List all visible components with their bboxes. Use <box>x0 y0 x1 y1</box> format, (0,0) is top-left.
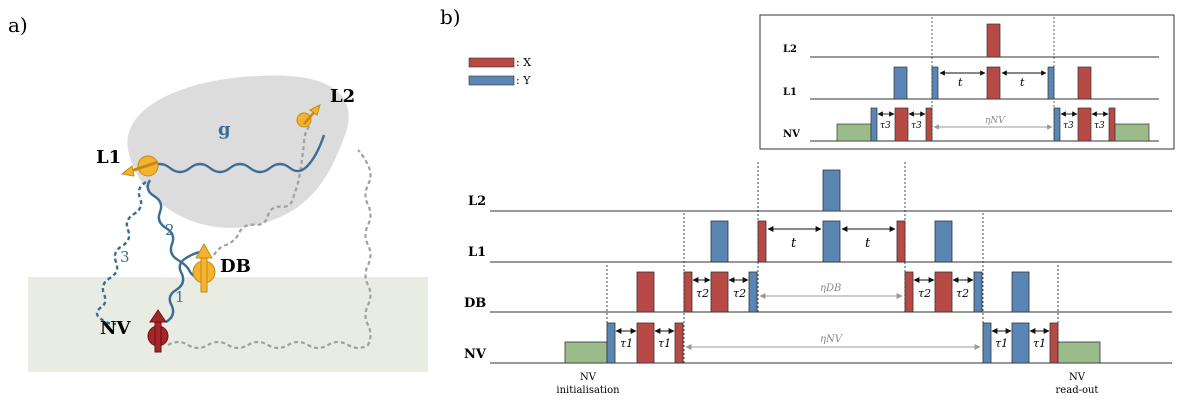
link-db-l2 <box>213 124 311 256</box>
pulse <box>896 220 906 263</box>
inset-sequence: L2 L1 NV <box>759 14 1175 150</box>
node-db-label: DB <box>220 256 251 277</box>
nv-init-label-1: NV <box>580 372 597 383</box>
node-l1-label: L1 <box>96 147 121 168</box>
spin-l1 <box>120 155 159 177</box>
pulse <box>934 220 953 263</box>
inset-row-nv-label: NV <box>783 129 800 140</box>
pulse <box>710 271 729 313</box>
tau2-label: τ2 <box>733 287 746 300</box>
nv-readout-label-2: read-out <box>1056 385 1099 396</box>
link-3-label: 3 <box>120 248 130 266</box>
pulse <box>931 66 939 100</box>
link-1-label: 1 <box>175 288 185 306</box>
row-l1-label: L1 <box>468 245 486 260</box>
link-2-label: 2 <box>165 221 175 239</box>
tau3-label: τ3 <box>1063 121 1074 131</box>
tau3-label: τ3 <box>911 121 922 131</box>
spin-db <box>192 242 216 293</box>
molecule-cloud <box>127 75 349 228</box>
pulse <box>986 66 1001 100</box>
pulse <box>973 271 983 313</box>
tau1-label: τ1 <box>658 337 671 350</box>
legend-x-swatch <box>468 57 515 68</box>
pulse <box>904 271 914 313</box>
tau1-label: τ1 <box>1033 337 1046 350</box>
eta-nv-label: ηNV <box>820 334 844 345</box>
inset-eta-nv-label: ηNV <box>985 116 1006 126</box>
row-l2-label: L2 <box>468 194 486 209</box>
pulse <box>710 220 729 263</box>
surface <box>28 277 428 372</box>
pulse <box>1077 66 1092 100</box>
legend-y-swatch <box>468 75 515 86</box>
node-nv-label: NV <box>100 318 131 339</box>
tau2-label: τ2 <box>918 287 931 300</box>
main-sequence: L2 L1 DB NV <box>464 162 1172 396</box>
pulse <box>925 107 933 142</box>
t-label: t <box>791 236 797 251</box>
pulse <box>934 271 953 313</box>
tau3-label: τ3 <box>880 121 891 131</box>
node-l2-label: L2 <box>330 86 355 107</box>
pulse <box>986 23 1001 58</box>
pulse <box>982 322 992 364</box>
pulse <box>606 322 616 364</box>
panel-b-label: b) <box>440 5 461 29</box>
pulse <box>748 271 758 313</box>
t-label: t <box>1020 76 1025 89</box>
pulse <box>1053 107 1061 142</box>
spin-l2 <box>296 104 321 128</box>
pulse <box>636 271 655 313</box>
inset-nv-readout-block <box>1114 123 1150 142</box>
pulse <box>1011 271 1030 313</box>
t-label: t <box>865 236 871 251</box>
pulse <box>674 322 684 364</box>
nv-init-block <box>564 341 608 364</box>
panel-a: a) g 1 2 3 <box>8 13 428 372</box>
pulse <box>870 107 878 142</box>
row-nv-label: NV <box>464 347 487 362</box>
pulse <box>822 169 841 212</box>
panel-b: b) : X : Y L2 L1 DB NV <box>440 5 1175 396</box>
pulse <box>1108 107 1116 142</box>
link-nv-l2 <box>167 149 372 350</box>
pulse <box>1011 322 1030 364</box>
pulse <box>636 322 655 364</box>
link-2 <box>146 179 205 282</box>
link-g <box>149 134 326 174</box>
link-3 <box>95 180 147 326</box>
tau2-label: τ2 <box>696 287 709 300</box>
link-g-label: g <box>218 119 231 140</box>
inset-row-l2-label: L2 <box>783 44 797 55</box>
t-label: t <box>958 76 963 89</box>
legend: : X : Y <box>468 56 531 87</box>
tau3-label: τ3 <box>1094 121 1105 131</box>
tau1-label: τ1 <box>620 337 633 350</box>
pulse <box>1047 66 1055 100</box>
legend-y-label: : Y <box>516 74 531 87</box>
nv-readout-label-1: NV <box>1069 372 1086 383</box>
row-db-label: DB <box>464 296 486 311</box>
pulse <box>757 220 767 263</box>
tau2-label: τ2 <box>956 287 969 300</box>
legend-x-label: : X <box>516 56 531 69</box>
tau1-label: τ1 <box>995 337 1008 350</box>
pulse <box>1077 107 1092 142</box>
inset-nv-init-block <box>836 123 872 142</box>
link-1 <box>165 250 203 324</box>
inset-row-l1-label: L1 <box>783 87 797 98</box>
pulse <box>894 107 909 142</box>
panel-a-label: a) <box>8 13 28 37</box>
eta-db-label: ηDB <box>820 283 841 294</box>
pulse <box>683 271 693 313</box>
pulse <box>893 66 908 100</box>
nv-init-label-2: initialisation <box>556 385 620 396</box>
pulse <box>822 220 841 263</box>
nv-readout-block <box>1057 341 1101 364</box>
pulse <box>1049 322 1059 364</box>
spin-nv <box>147 309 169 353</box>
